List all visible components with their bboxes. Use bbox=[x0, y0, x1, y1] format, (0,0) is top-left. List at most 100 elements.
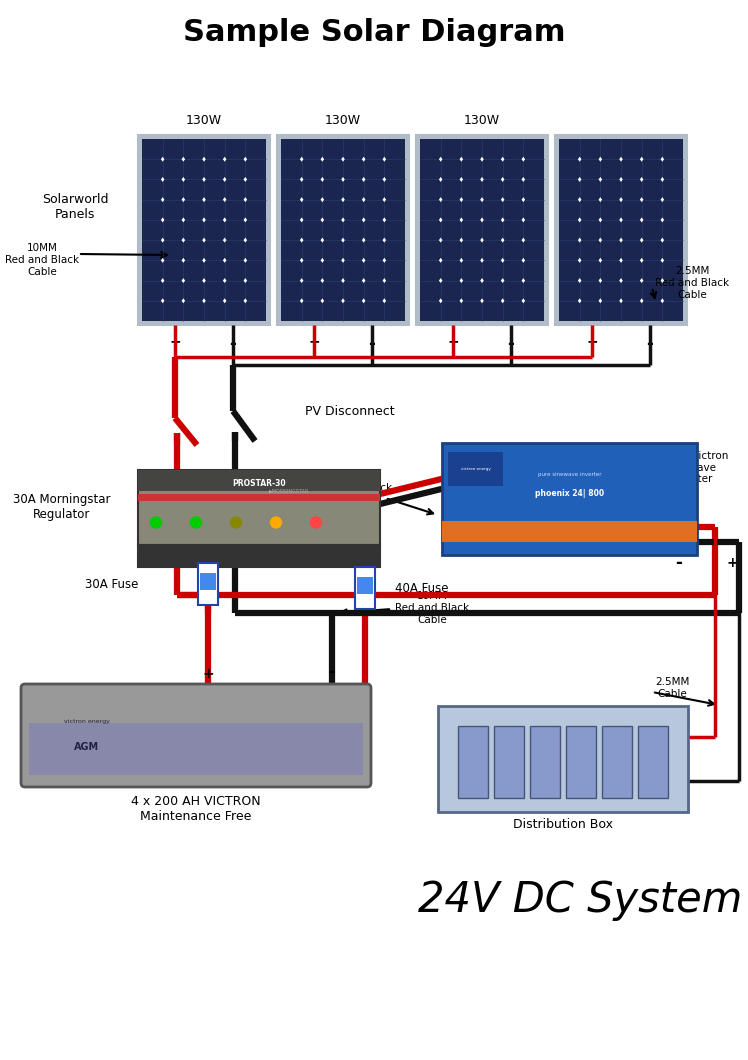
Circle shape bbox=[310, 517, 322, 528]
Text: Distribution Box: Distribution Box bbox=[513, 818, 613, 831]
Polygon shape bbox=[202, 197, 206, 202]
FancyBboxPatch shape bbox=[281, 139, 405, 321]
Text: +: + bbox=[202, 667, 214, 681]
Circle shape bbox=[271, 517, 281, 528]
Polygon shape bbox=[362, 278, 366, 283]
Polygon shape bbox=[362, 217, 366, 223]
Polygon shape bbox=[501, 197, 504, 202]
Polygon shape bbox=[578, 258, 581, 263]
Polygon shape bbox=[202, 278, 206, 283]
Text: -: - bbox=[230, 335, 236, 353]
Polygon shape bbox=[501, 278, 504, 283]
Polygon shape bbox=[244, 217, 247, 223]
Text: phoenix 24| 800: phoenix 24| 800 bbox=[535, 489, 604, 498]
FancyBboxPatch shape bbox=[29, 723, 363, 775]
Polygon shape bbox=[161, 177, 165, 182]
FancyBboxPatch shape bbox=[638, 726, 668, 798]
Polygon shape bbox=[619, 217, 623, 223]
Text: Sample Solar Diagram: Sample Solar Diagram bbox=[183, 18, 565, 47]
Polygon shape bbox=[202, 237, 206, 243]
Polygon shape bbox=[341, 258, 345, 263]
Polygon shape bbox=[459, 278, 463, 283]
FancyBboxPatch shape bbox=[555, 135, 687, 325]
FancyBboxPatch shape bbox=[200, 573, 216, 590]
Polygon shape bbox=[161, 157, 165, 162]
Polygon shape bbox=[501, 177, 504, 182]
FancyBboxPatch shape bbox=[138, 470, 380, 491]
Text: PROSTAR-30: PROSTAR-30 bbox=[232, 479, 286, 488]
Polygon shape bbox=[501, 237, 504, 243]
Polygon shape bbox=[598, 298, 602, 303]
Polygon shape bbox=[182, 217, 185, 223]
Polygon shape bbox=[244, 237, 247, 243]
Polygon shape bbox=[640, 177, 643, 182]
Polygon shape bbox=[382, 157, 386, 162]
Polygon shape bbox=[362, 157, 366, 162]
Polygon shape bbox=[321, 177, 324, 182]
Polygon shape bbox=[480, 177, 484, 182]
Polygon shape bbox=[439, 197, 442, 202]
Text: 130W: 130W bbox=[464, 114, 500, 127]
Text: 130W: 130W bbox=[186, 114, 222, 127]
Polygon shape bbox=[598, 278, 602, 283]
Polygon shape bbox=[382, 177, 386, 182]
Polygon shape bbox=[598, 157, 602, 162]
Text: -: - bbox=[232, 464, 239, 482]
Polygon shape bbox=[161, 298, 165, 303]
Text: 800VA Victron
Sinewave
Inverter: 800VA Victron Sinewave Inverter bbox=[655, 452, 729, 484]
Polygon shape bbox=[161, 237, 165, 243]
Polygon shape bbox=[223, 217, 227, 223]
Polygon shape bbox=[578, 298, 581, 303]
Text: victron energy: victron energy bbox=[64, 719, 109, 724]
Polygon shape bbox=[619, 177, 623, 182]
Polygon shape bbox=[578, 237, 581, 243]
FancyBboxPatch shape bbox=[357, 578, 373, 595]
Text: pure sinewave inverter: pure sinewave inverter bbox=[538, 472, 601, 477]
Polygon shape bbox=[223, 197, 227, 202]
Text: 24V DC System: 24V DC System bbox=[418, 879, 742, 921]
Polygon shape bbox=[660, 217, 664, 223]
Polygon shape bbox=[598, 217, 602, 223]
Polygon shape bbox=[244, 157, 247, 162]
Polygon shape bbox=[521, 197, 525, 202]
Polygon shape bbox=[459, 258, 463, 263]
Polygon shape bbox=[321, 237, 324, 243]
Polygon shape bbox=[341, 157, 345, 162]
Text: 2.5MM
Red and Black
Cable: 2.5MM Red and Black Cable bbox=[655, 266, 729, 300]
Polygon shape bbox=[202, 157, 206, 162]
Polygon shape bbox=[321, 157, 324, 162]
Polygon shape bbox=[439, 217, 442, 223]
FancyBboxPatch shape bbox=[138, 545, 380, 567]
Polygon shape bbox=[202, 258, 206, 263]
Polygon shape bbox=[439, 258, 442, 263]
Polygon shape bbox=[341, 298, 345, 303]
Polygon shape bbox=[598, 197, 602, 202]
Text: AGM: AGM bbox=[74, 742, 99, 752]
Polygon shape bbox=[362, 298, 366, 303]
Text: PV Disconnect: PV Disconnect bbox=[305, 406, 395, 419]
Polygon shape bbox=[382, 237, 386, 243]
Polygon shape bbox=[439, 298, 442, 303]
Polygon shape bbox=[459, 237, 463, 243]
Text: -: - bbox=[369, 335, 375, 353]
Polygon shape bbox=[244, 298, 247, 303]
Text: +: + bbox=[726, 556, 738, 570]
Text: 130W: 130W bbox=[325, 114, 361, 127]
Polygon shape bbox=[598, 258, 602, 263]
Polygon shape bbox=[439, 278, 442, 283]
Polygon shape bbox=[480, 157, 484, 162]
Polygon shape bbox=[521, 157, 525, 162]
Polygon shape bbox=[182, 258, 185, 263]
Polygon shape bbox=[161, 258, 165, 263]
Polygon shape bbox=[300, 258, 304, 263]
Polygon shape bbox=[382, 197, 386, 202]
Polygon shape bbox=[619, 197, 623, 202]
Polygon shape bbox=[341, 197, 345, 202]
Polygon shape bbox=[341, 278, 345, 283]
Polygon shape bbox=[382, 258, 386, 263]
Polygon shape bbox=[321, 278, 324, 283]
Polygon shape bbox=[501, 298, 504, 303]
Polygon shape bbox=[480, 197, 484, 202]
Text: 16MM
Red and Black
Cable: 16MM Red and Black Cable bbox=[318, 472, 392, 505]
Polygon shape bbox=[521, 237, 525, 243]
